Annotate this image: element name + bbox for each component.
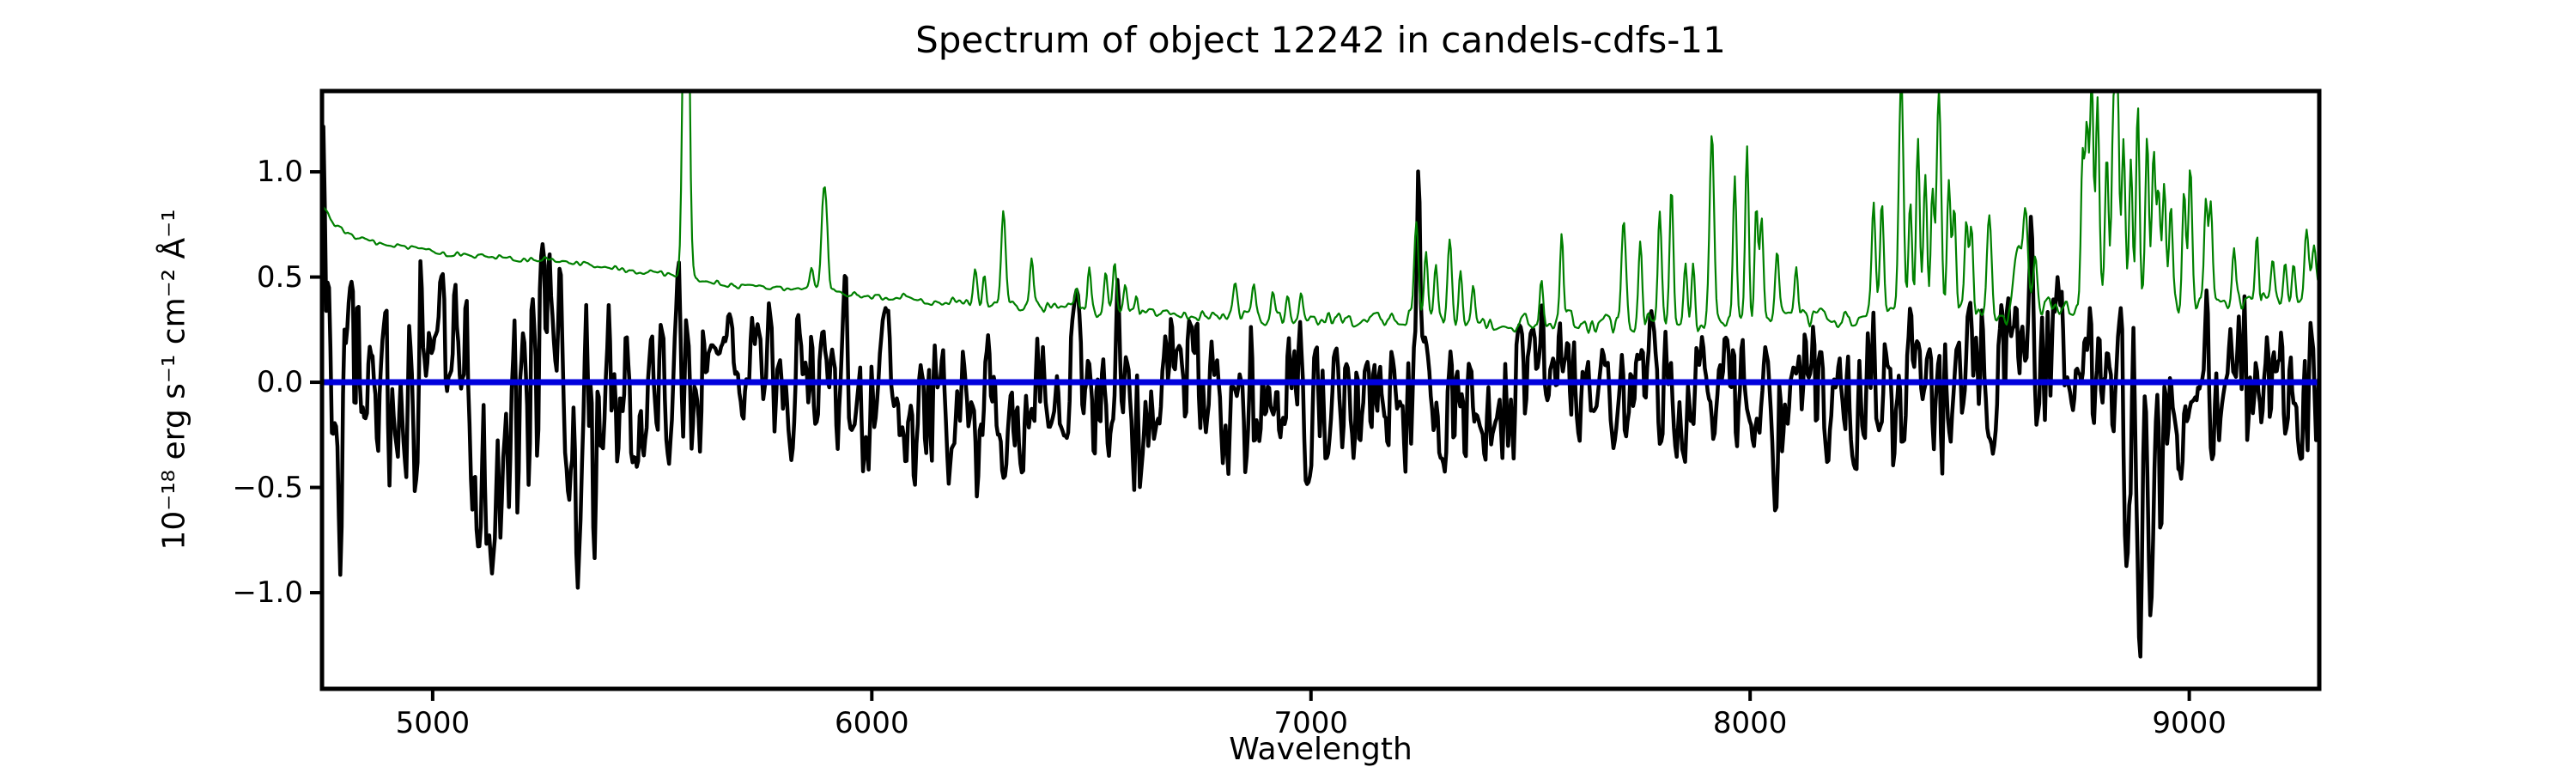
axes-frame	[319, 88, 2322, 691]
plot-title: Spectrum of object 12242 in candels-cdfs…	[915, 19, 1726, 61]
x-tick-label: 6000	[835, 706, 909, 740]
y-tick-label: 0.0	[256, 365, 303, 400]
y-tick-label: 0.5	[256, 259, 303, 295]
y-tick-label: 1.0	[256, 155, 303, 190]
flux-line	[322, 125, 2319, 659]
x-tick-label: 7000	[1273, 706, 1348, 740]
sky-line	[322, 91, 2319, 334]
x-axis-label: Wavelength	[1229, 732, 1413, 767]
y-tick-label: −0.5	[232, 470, 303, 505]
y-axis-label: 10⁻¹⁸ erg s⁻¹ cm⁻² Å⁻¹	[156, 209, 192, 551]
x-tick-label: 8000	[1712, 706, 1788, 740]
y-tick-label: −1.0	[232, 575, 303, 611]
x-tick-label: 9000	[2152, 706, 2227, 740]
x-tick-label: 5000	[395, 706, 471, 740]
